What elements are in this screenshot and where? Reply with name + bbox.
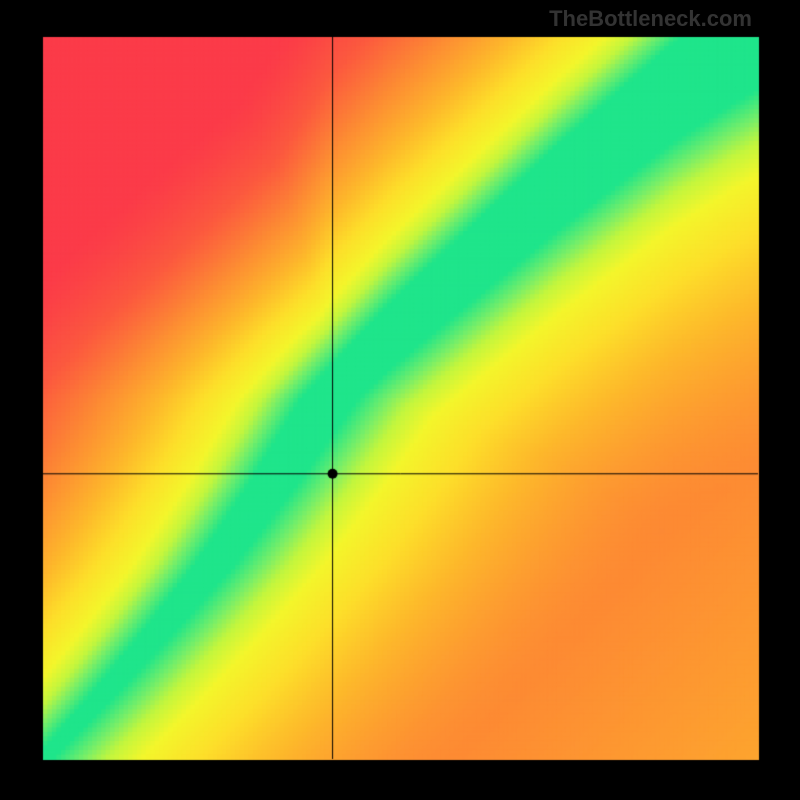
- chart-frame: TheBottleneck.com: [0, 0, 800, 800]
- bottleneck-heatmap: [0, 0, 800, 800]
